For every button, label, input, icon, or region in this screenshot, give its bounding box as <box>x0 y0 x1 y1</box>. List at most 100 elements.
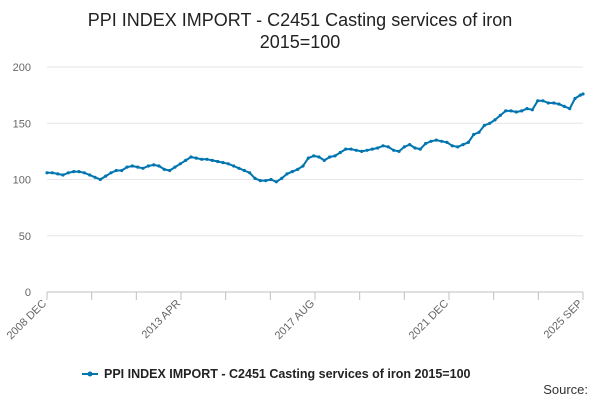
data-point[interactable] <box>525 107 529 111</box>
data-point[interactable] <box>386 145 390 149</box>
data-point[interactable] <box>88 173 92 177</box>
data-point[interactable] <box>264 179 268 183</box>
data-point[interactable] <box>514 110 518 114</box>
data-point[interactable] <box>56 172 60 176</box>
data-point[interactable] <box>472 132 476 137</box>
data-point[interactable] <box>120 168 124 173</box>
data-point[interactable] <box>296 167 300 171</box>
data-point[interactable] <box>285 172 289 176</box>
data-point[interactable] <box>536 99 540 103</box>
data-point[interactable] <box>429 139 433 143</box>
data-point[interactable] <box>210 158 214 162</box>
data-point[interactable] <box>450 144 454 148</box>
data-point[interactable] <box>557 102 561 106</box>
data-point[interactable] <box>98 177 102 182</box>
data-point[interactable] <box>504 109 508 113</box>
data-point[interactable] <box>104 174 108 178</box>
data-point[interactable] <box>552 101 556 105</box>
data-point[interactable] <box>72 170 76 174</box>
data-point[interactable] <box>381 144 385 148</box>
data-point[interactable] <box>301 164 305 168</box>
data-point[interactable] <box>498 113 502 117</box>
data-point[interactable] <box>581 92 585 96</box>
data-point[interactable] <box>93 175 97 179</box>
data-point[interactable] <box>125 165 129 169</box>
data-point[interactable] <box>338 150 342 155</box>
data-point[interactable] <box>232 164 236 168</box>
data-point[interactable] <box>482 123 486 128</box>
data-point[interactable] <box>162 167 166 171</box>
data-point[interactable] <box>226 162 230 166</box>
data-point[interactable] <box>333 154 337 158</box>
data-point[interactable] <box>488 121 492 125</box>
data-point[interactable] <box>397 149 401 153</box>
data-point[interactable] <box>349 147 353 151</box>
data-point[interactable] <box>248 171 252 175</box>
data-point[interactable] <box>50 171 54 175</box>
data-point[interactable] <box>280 176 284 180</box>
data-point[interactable] <box>189 155 193 159</box>
data-point[interactable] <box>221 161 225 165</box>
data-point[interactable] <box>477 130 481 134</box>
data-point[interactable] <box>520 109 524 113</box>
data-point[interactable] <box>216 159 220 164</box>
data-point[interactable] <box>178 162 182 166</box>
data-point[interactable] <box>306 156 310 160</box>
data-point[interactable] <box>109 171 113 175</box>
data-point[interactable] <box>253 176 257 180</box>
data-point[interactable] <box>146 164 150 168</box>
data-point[interactable] <box>376 146 380 150</box>
data-point[interactable] <box>173 165 177 169</box>
data-point[interactable] <box>578 93 582 97</box>
data-point[interactable] <box>568 107 572 111</box>
data-point[interactable] <box>413 146 417 150</box>
data-point[interactable] <box>136 165 140 169</box>
data-point[interactable] <box>445 140 449 144</box>
data-point[interactable] <box>258 179 262 183</box>
data-point[interactable] <box>312 154 316 158</box>
data-point[interactable] <box>344 147 348 151</box>
data-point[interactable] <box>541 99 545 103</box>
data-point[interactable] <box>461 143 465 147</box>
data-point[interactable] <box>493 118 497 122</box>
data-point[interactable] <box>322 158 326 162</box>
data-point[interactable] <box>466 140 470 144</box>
data-point[interactable] <box>66 171 70 175</box>
data-point[interactable] <box>77 170 81 174</box>
data-point[interactable] <box>152 163 156 167</box>
data-point[interactable] <box>200 157 204 161</box>
data-point[interactable] <box>114 168 118 173</box>
data-point[interactable] <box>408 143 412 147</box>
data-point[interactable] <box>456 145 460 149</box>
data-point[interactable] <box>530 108 534 112</box>
data-point[interactable] <box>45 171 49 175</box>
data-point[interactable] <box>61 173 65 177</box>
legend[interactable]: PPI INDEX IMPORT - C2451 Casting service… <box>82 367 471 381</box>
data-point[interactable] <box>269 177 273 182</box>
data-point[interactable] <box>424 141 428 146</box>
data-point[interactable] <box>562 104 566 108</box>
data-point[interactable] <box>392 148 396 152</box>
data-point[interactable] <box>290 170 294 174</box>
data-point[interactable] <box>509 109 513 113</box>
data-point[interactable] <box>317 155 321 159</box>
data-point[interactable] <box>242 168 246 173</box>
data-point[interactable] <box>418 147 422 151</box>
data-point[interactable] <box>328 155 332 159</box>
data-point[interactable] <box>237 166 241 170</box>
data-point[interactable] <box>130 164 134 168</box>
data-point[interactable] <box>402 145 406 149</box>
data-point[interactable] <box>546 101 550 105</box>
data-point[interactable] <box>205 157 209 161</box>
data-point[interactable] <box>141 166 145 170</box>
data-point[interactable] <box>274 180 278 184</box>
data-point[interactable] <box>354 148 358 152</box>
data-point[interactable] <box>360 149 364 153</box>
data-point[interactable] <box>440 139 444 143</box>
data-point[interactable] <box>370 147 374 151</box>
data-point[interactable] <box>168 168 172 173</box>
data-point[interactable] <box>434 138 438 142</box>
data-point[interactable] <box>184 158 188 162</box>
data-point[interactable] <box>573 96 577 101</box>
data-point[interactable] <box>82 171 86 175</box>
